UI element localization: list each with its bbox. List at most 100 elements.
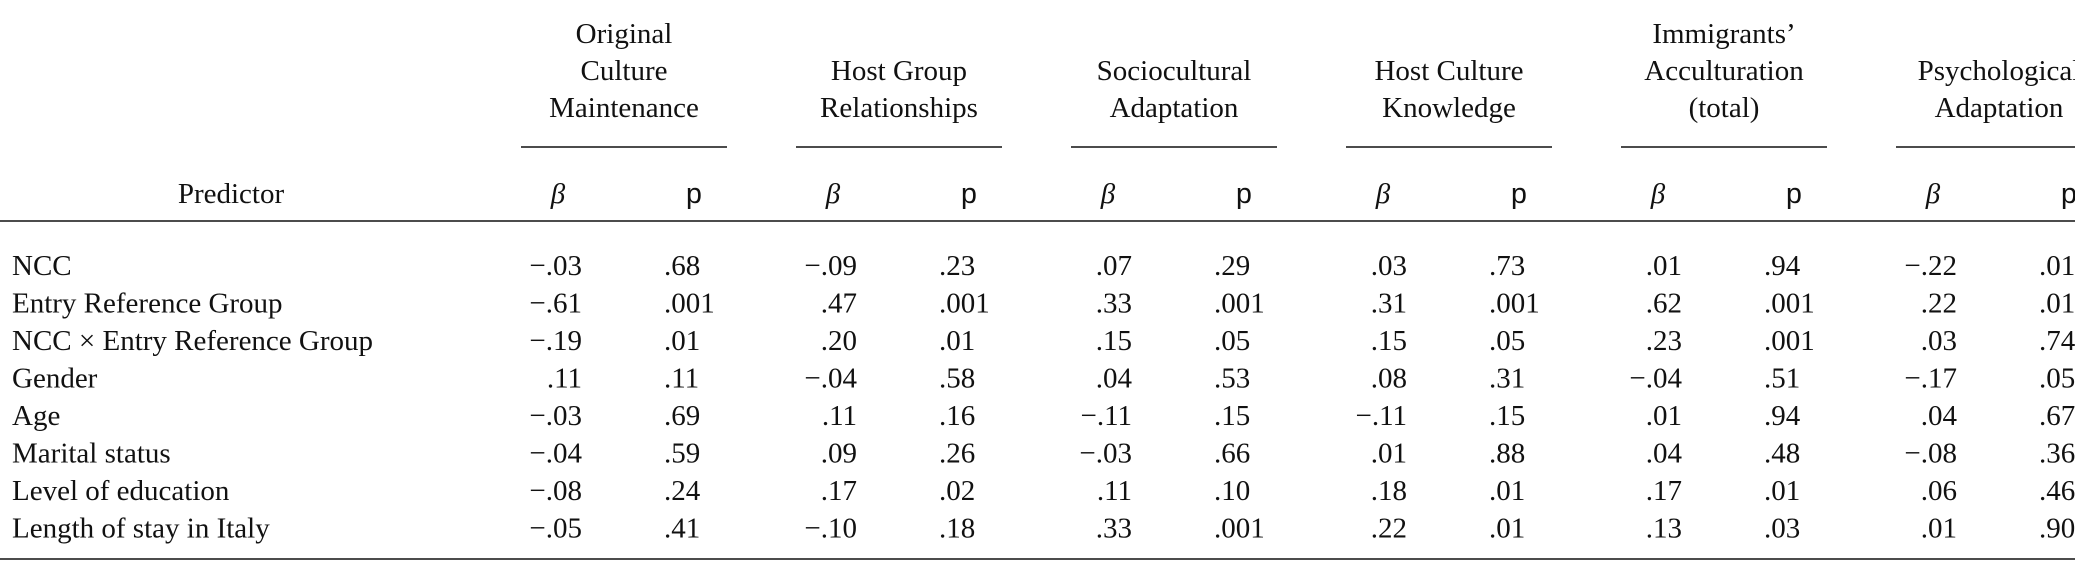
predictor: NCC (12, 250, 72, 282)
beta-value: −.09 (804, 250, 857, 282)
beta-header: β (1375, 178, 1391, 210)
p-value: .58 (939, 363, 975, 395)
p-value: .01 (1764, 475, 1800, 507)
p-value: .51 (1764, 363, 1800, 395)
predictor: Age (12, 400, 60, 432)
beta-value: −.05 (529, 513, 582, 545)
group-header: Adaptation (1110, 92, 1239, 124)
predictor-header: Predictor (178, 178, 285, 210)
beta-value: .17 (1646, 475, 1682, 507)
p-value: .31 (1489, 363, 1525, 395)
p-value: .05 (1214, 325, 1250, 357)
beta-value: −.04 (1629, 363, 1682, 395)
p-value: .88 (1489, 438, 1525, 470)
p-value: .01 (1489, 513, 1525, 545)
beta-value: .06 (1921, 475, 1957, 507)
beta-header: β (550, 178, 566, 210)
p-value: .66 (1214, 438, 1250, 470)
beta-value: −.04 (804, 363, 857, 395)
beta-value: .17 (821, 475, 857, 507)
p-value: .05 (2039, 363, 2075, 395)
p-header: p (1235, 179, 1252, 212)
group-header: Original (576, 18, 673, 50)
p-value: .18 (939, 513, 975, 545)
group-header: Culture (581, 55, 668, 87)
beta-value: −.11 (1080, 400, 1132, 432)
beta-value: −.08 (529, 475, 582, 507)
beta-value: .04 (1096, 363, 1133, 395)
group-header: Host Culture (1374, 55, 1523, 87)
p-value: .94 (1764, 400, 1801, 432)
beta-value: −.10 (804, 513, 857, 545)
beta-value: .01 (1371, 438, 1407, 470)
p-header: p (1785, 179, 1802, 212)
p-value: .03 (1764, 513, 1800, 545)
p-value: .001 (1764, 325, 1815, 357)
beta-value: .08 (1371, 363, 1407, 395)
group-header: Host Group (831, 55, 967, 87)
p-value: .23 (939, 250, 975, 282)
p-value: .74 (2039, 325, 2075, 357)
predictor: Level of education (12, 475, 230, 507)
beta-value: .33 (1096, 513, 1132, 545)
predictor: Marital status (12, 438, 171, 470)
beta-value: .31 (1371, 288, 1407, 320)
p-value: .69 (664, 400, 700, 432)
beta-value: .11 (822, 400, 857, 432)
beta-value: .23 (1646, 325, 1682, 357)
predictor: NCC × Entry Reference Group (12, 325, 373, 357)
group-header: (total) (1689, 92, 1760, 124)
beta-value: −.17 (1904, 363, 1957, 395)
group-header: Knowledge (1382, 92, 1516, 124)
group-header: Relationships (820, 92, 978, 124)
beta-value: −.08 (1904, 438, 1957, 470)
p-value: .02 (939, 475, 975, 507)
p-value: .94 (1764, 250, 1801, 282)
beta-value: .47 (821, 288, 857, 320)
group-header: Sociocultural (1097, 55, 1252, 87)
beta-value: −.03 (529, 250, 582, 282)
beta-value: −.04 (529, 438, 582, 470)
beta-value: .13 (1646, 513, 1682, 545)
group-header: Psychological (1918, 55, 2075, 87)
p-value: .68 (664, 250, 700, 282)
beta-value: .22 (1921, 288, 1957, 320)
beta-value: .33 (1096, 288, 1132, 320)
p-value: .90 (2039, 513, 2075, 545)
p-value: .01 (664, 325, 700, 357)
beta-value: .01 (1646, 400, 1682, 432)
p-value: .26 (939, 438, 975, 470)
p-value: .73 (1489, 250, 1525, 282)
group-header: Adaptation (1935, 92, 2064, 124)
beta-value: .15 (1096, 325, 1132, 357)
p-value: .46 (2039, 475, 2075, 507)
p-value: .01 (939, 325, 975, 357)
p-value: .29 (1214, 250, 1250, 282)
group-header: Acculturation (1644, 55, 1804, 87)
beta-value: .01 (1646, 250, 1682, 282)
beta-value: .09 (821, 438, 857, 470)
beta-value: −.61 (529, 288, 582, 320)
predictor: Gender (12, 363, 98, 395)
p-value: .59 (664, 438, 700, 470)
beta-value: −.03 (1079, 438, 1132, 470)
p-value: .001 (939, 288, 990, 320)
beta-value: −.11 (1355, 400, 1407, 432)
p-value: .001 (1489, 288, 1540, 320)
beta-value: .03 (1371, 250, 1407, 282)
p-value: .24 (664, 475, 701, 507)
p-value: .67 (2039, 400, 2075, 432)
group-header: Maintenance (549, 92, 699, 124)
p-value: .001 (1764, 288, 1815, 320)
p-header: p (2060, 179, 2075, 212)
p-value: .01 (2039, 288, 2075, 320)
p-value: .41 (664, 513, 700, 545)
p-header: p (960, 179, 977, 212)
p-value: .53 (1214, 363, 1250, 395)
p-value: .15 (1489, 400, 1525, 432)
beta-value: .11 (547, 363, 582, 395)
p-value: .10 (1214, 475, 1250, 507)
beta-value: .18 (1371, 475, 1407, 507)
